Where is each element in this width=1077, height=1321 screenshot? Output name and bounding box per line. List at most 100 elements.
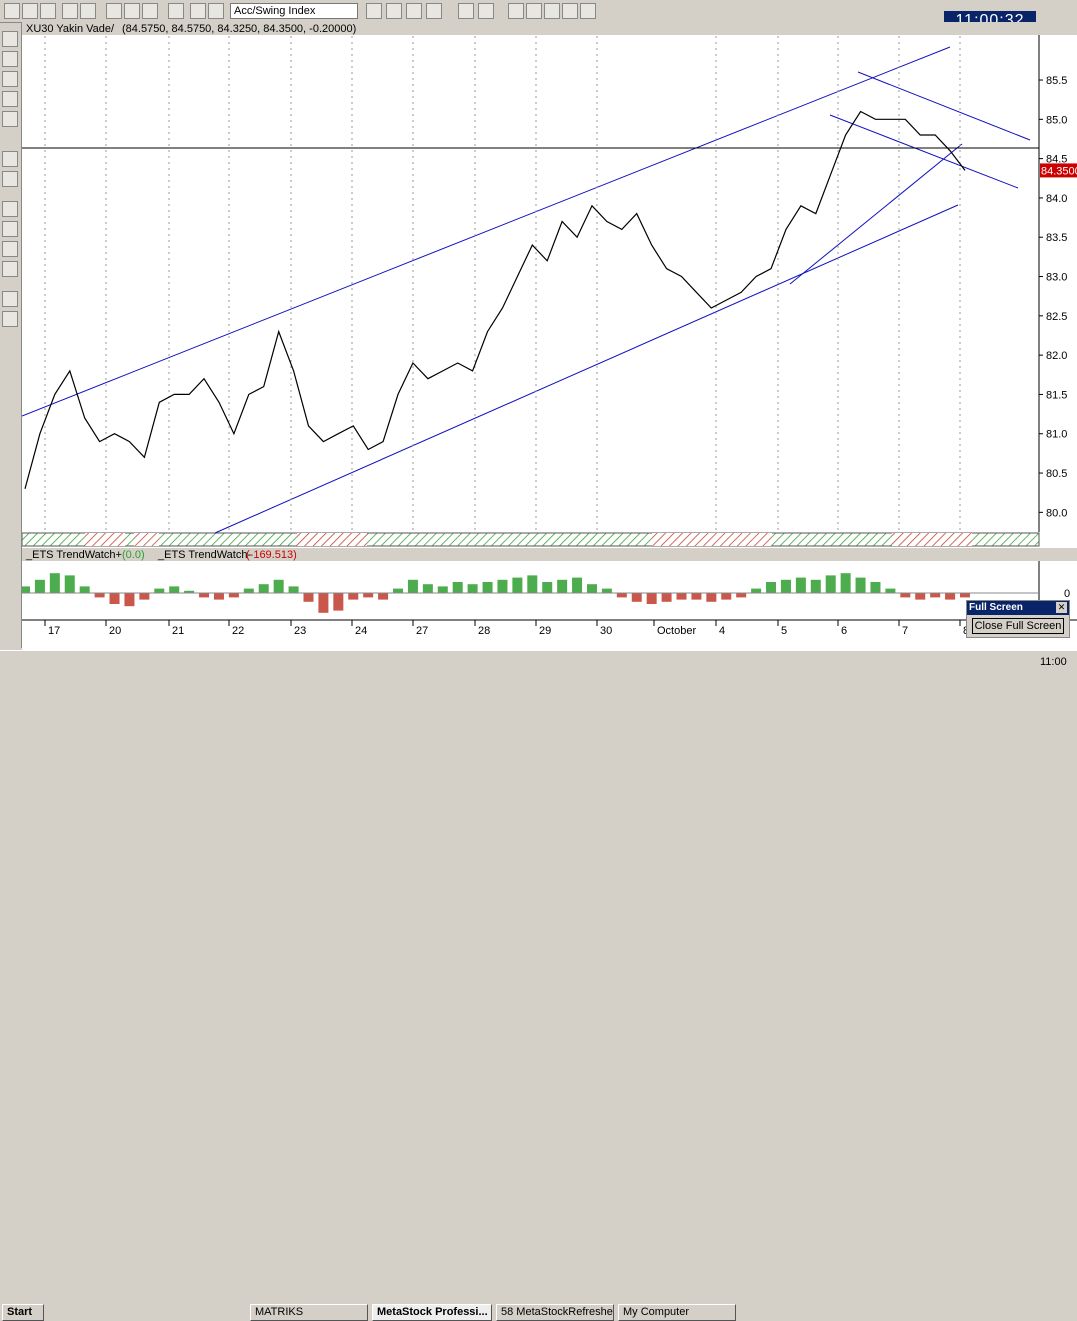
- histogram-bar: [721, 593, 732, 600]
- indicator-title: _ETS TrendWatch-: [157, 549, 251, 561]
- x-tick-label: 27: [416, 625, 428, 637]
- fib-tool[interactable]: [2, 171, 18, 187]
- x-tick-label: 5: [781, 625, 787, 637]
- save-button[interactable]: [40, 3, 56, 19]
- new-button[interactable]: [4, 3, 20, 19]
- window-button[interactable]: [508, 3, 524, 19]
- cut-button[interactable]: [106, 3, 122, 19]
- ohlc: (84.5750, 84.5750, 84.3250, 84.3500, -0.…: [122, 23, 356, 35]
- indicator-zero: 0: [1064, 588, 1070, 600]
- histogram-bar: [393, 588, 404, 593]
- zoom-button[interactable]: [208, 3, 224, 19]
- screen: {"toolbar":{"indicator_select":"Acc/Swin…: [0, 3, 1077, 1321]
- open-button[interactable]: [22, 3, 38, 19]
- down-channel-lower: [829, 114, 1019, 189]
- text-tool[interactable]: [2, 291, 18, 307]
- window-button[interactable]: [544, 3, 560, 19]
- fan-tool[interactable]: [2, 221, 18, 237]
- y-tick-label: 80.0: [1046, 507, 1067, 519]
- indicator-select[interactable]: Acc/Swing Index: [230, 3, 358, 19]
- channel-tool[interactable]: [2, 151, 18, 167]
- histogram-bar: [601, 588, 612, 593]
- y-tick-label: 82.5: [1046, 311, 1067, 323]
- histogram-bar: [661, 593, 672, 602]
- histogram-bar: [94, 593, 105, 598]
- arc-tool[interactable]: [2, 201, 18, 217]
- histogram-bar: [900, 593, 911, 598]
- tool-button[interactable]: [426, 3, 442, 19]
- tool-button[interactable]: [406, 3, 422, 19]
- task-button[interactable]: My Computer: [618, 1304, 736, 1321]
- y-tick-label: 80.5: [1046, 468, 1067, 480]
- x-tick-label: 6: [841, 625, 847, 637]
- x-tick-label: 24: [355, 625, 367, 637]
- x-tick-label: 30: [600, 625, 612, 637]
- price-line: [24, 110, 966, 489]
- histogram-bar: [780, 579, 791, 593]
- histogram-bar: [870, 582, 881, 593]
- x-tick-label: 22: [232, 625, 244, 637]
- histogram-bar: [333, 593, 344, 611]
- histogram-bar: [616, 593, 627, 598]
- close-full-screen-button[interactable]: Close Full Screen: [972, 618, 1064, 634]
- start-button[interactable]: Start: [2, 1304, 44, 1321]
- vline-tool[interactable]: [2, 111, 18, 127]
- histogram-bar: [512, 577, 523, 593]
- signal-strip-red: [134, 533, 159, 546]
- histogram-bar: [945, 593, 956, 600]
- retrace-tool[interactable]: [2, 241, 18, 257]
- x-tick-label: 23: [294, 625, 306, 637]
- histogram-bar: [318, 593, 329, 613]
- grid-tool[interactable]: [2, 311, 18, 327]
- y-tick-label: 85.0: [1046, 114, 1067, 126]
- histogram-bar: [467, 584, 478, 593]
- print-button[interactable]: [62, 3, 78, 19]
- undo-button[interactable]: [168, 3, 184, 19]
- cycle-tool[interactable]: [2, 261, 18, 277]
- tool-button[interactable]: [366, 3, 382, 19]
- popup-title: Full Screen: [967, 601, 1069, 615]
- histogram-bar: [527, 575, 538, 593]
- hline-tool[interactable]: [2, 91, 18, 107]
- line-tool[interactable]: [2, 71, 18, 87]
- tool-button[interactable]: [458, 3, 474, 19]
- histogram-bar: [273, 579, 284, 593]
- window-button[interactable]: [580, 3, 596, 19]
- task-button[interactable]: MetaStock Professi...: [372, 1304, 492, 1321]
- histogram-bar: [199, 593, 210, 598]
- signal-strip-red: [297, 533, 367, 546]
- pointer-tool[interactable]: [2, 31, 18, 47]
- down-channel-upper: [857, 71, 1031, 141]
- task-button[interactable]: 58 MetaStockRefresher: [496, 1304, 614, 1321]
- channel-mid: [789, 143, 963, 285]
- histogram-bar: [646, 593, 657, 604]
- crosshair-button[interactable]: [190, 3, 206, 19]
- window-button[interactable]: [526, 3, 542, 19]
- signal-strip-red: [892, 533, 972, 546]
- preview-button[interactable]: [80, 3, 96, 19]
- histogram-bar: [542, 582, 553, 593]
- histogram-bar: [378, 593, 389, 600]
- paste-button[interactable]: [142, 3, 158, 19]
- histogram-bar: [482, 582, 493, 593]
- indicator-header-bg: [22, 548, 1077, 561]
- y-tick-label: 83.0: [1046, 272, 1067, 284]
- popup-close[interactable]: ✕: [1056, 602, 1067, 613]
- chart-window: XU30 Yakin Vade/ (84.5750, 84.5750, 84.3…: [22, 22, 1077, 650]
- cross-tool[interactable]: [2, 51, 18, 67]
- x-tick-label: 17: [48, 625, 60, 637]
- task-button[interactable]: MATRIKS: [250, 1304, 368, 1321]
- histogram-bar: [810, 579, 821, 593]
- histogram-bar: [885, 588, 896, 593]
- y-tick-label: 82.0: [1046, 350, 1067, 362]
- tool-button[interactable]: [386, 3, 402, 19]
- tool-button[interactable]: [478, 3, 494, 19]
- window-button[interactable]: [562, 3, 578, 19]
- histogram-bar: [915, 593, 926, 600]
- copy-button[interactable]: [124, 3, 140, 19]
- last-price-label: 84.3500: [1041, 165, 1077, 177]
- histogram-bar: [497, 579, 508, 593]
- y-tick-label: 84.5: [1046, 154, 1067, 166]
- histogram-bar: [706, 593, 717, 602]
- last-price-box: [1040, 163, 1077, 178]
